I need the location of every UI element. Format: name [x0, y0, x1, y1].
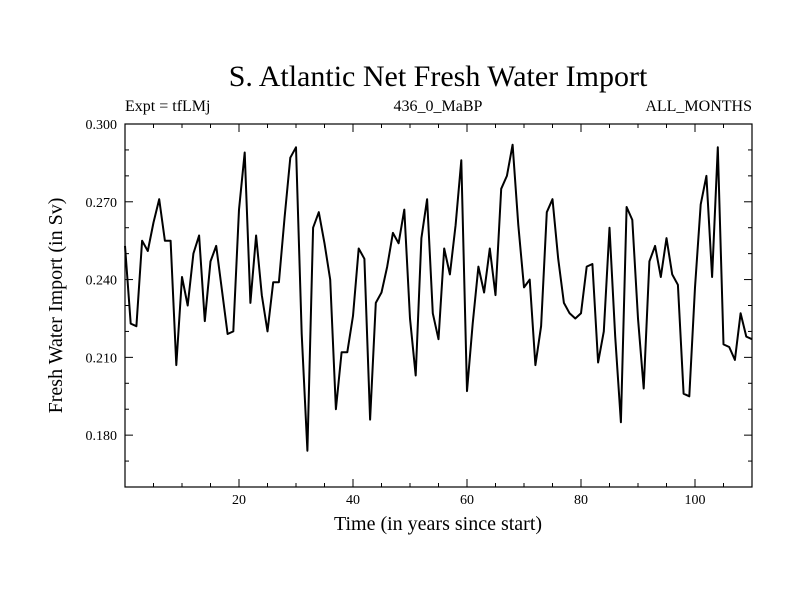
- x-tick-label: 40: [346, 493, 360, 508]
- series-line: [124, 143, 753, 452]
- experiment-label: Expt = tfLMj: [125, 98, 210, 115]
- period-label: 436_0_MaBP: [394, 98, 483, 115]
- x-tick-label: 80: [574, 493, 588, 508]
- y-tick-label: 0.240: [86, 274, 118, 289]
- axis-tick-labels: 20 40 60 80 100 0.180 0.210 0.240 0.270 0.300: [86, 118, 706, 508]
- months-label: ALL_MONTHS: [645, 98, 752, 115]
- axis-ticks: [125, 124, 752, 487]
- data-series: [124, 143, 753, 452]
- y-axis-label: Fresh Water Import (in Sv): [45, 198, 67, 414]
- chart-title: S. Atlantic Net Fresh Water Import: [229, 60, 648, 93]
- x-tick-label: 20: [232, 493, 246, 508]
- x-axis-label: Time (in years since start): [334, 513, 542, 535]
- y-tick-label: 0.210: [86, 351, 118, 366]
- y-tick-label: 0.300: [86, 118, 118, 133]
- x-tick-label: 60: [460, 493, 474, 508]
- y-tick-label: 0.270: [86, 196, 118, 211]
- y-tick-label: 0.180: [86, 429, 118, 444]
- plot-frame: [124, 123, 753, 488]
- x-tick-label: 100: [685, 493, 706, 508]
